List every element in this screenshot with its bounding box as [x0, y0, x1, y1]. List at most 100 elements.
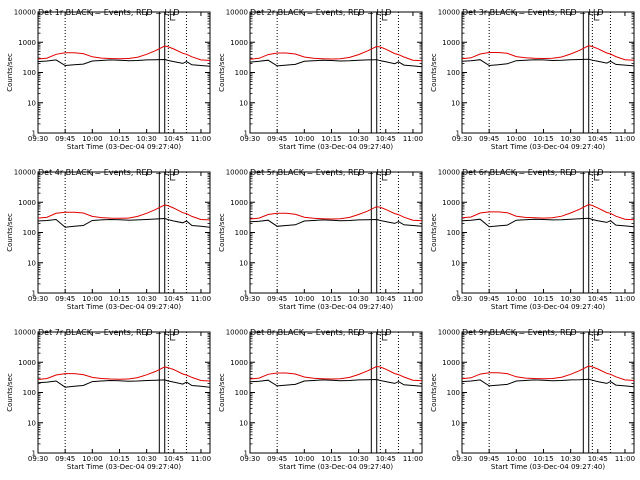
x-axis-label: Start Time (03-Dec-04 09:27:40) — [279, 303, 393, 311]
series-events-line — [249, 378, 423, 387]
y-tick-label: 1 — [456, 450, 460, 458]
y-tick-label: 100 — [235, 389, 248, 397]
x-tick-label: 10:00 — [294, 295, 314, 303]
x-tick-label: 10:15 — [533, 295, 553, 303]
panel-det-5: Det 5r BLACK = Events, RED = LLD 1 10 100 10… — [218, 168, 423, 311]
y-tick-label: 1000 — [18, 359, 36, 367]
x-tick-label: 11:00 — [615, 135, 635, 143]
bracket-marker — [381, 14, 388, 21]
x-tick-label: 10:30 — [349, 295, 369, 303]
bracket-marker — [593, 174, 600, 181]
y-tick-label: 1 — [32, 130, 36, 138]
bracket-marker — [593, 334, 600, 341]
x-tick-label: 10:15 — [321, 295, 341, 303]
x-tick-label: 09:45 — [479, 295, 499, 303]
x-tick-label: 10:30 — [561, 135, 581, 143]
series-events-line — [249, 218, 423, 227]
x-tick-label: 11:00 — [403, 295, 423, 303]
y-tick-label: 10000 — [438, 329, 460, 337]
x-tick-label: 10:30 — [137, 295, 157, 303]
x-axis-label: Start Time (03-Dec-04 09:27:40) — [279, 463, 393, 471]
y-axis-label: Counts/sec — [430, 213, 438, 252]
y-tick-label: 1000 — [18, 39, 36, 47]
y-tick-label: 1000 — [230, 359, 248, 367]
x-tick-label: 10:00 — [506, 455, 526, 463]
x-tick-label: 10:15 — [109, 455, 129, 463]
x-tick-label: 10:00 — [82, 135, 102, 143]
x-axis-label: Start Time (03-Dec-04 09:27:40) — [279, 143, 393, 151]
x-tick-label: 10:15 — [533, 455, 553, 463]
chart-title: Det 1r BLACK = Events, RED = LLD — [38, 8, 180, 17]
bracket-marker — [169, 334, 176, 341]
x-tick-label: 10:45 — [376, 295, 396, 303]
x-tick-label: 10:15 — [321, 455, 341, 463]
series-lld-line — [461, 45, 635, 61]
y-tick-label: 10000 — [226, 169, 248, 177]
y-axis-label: Counts/sec — [430, 373, 438, 412]
y-tick-label: 1 — [244, 450, 248, 458]
x-tick-label: 09:30 — [28, 135, 48, 143]
series-events-line — [461, 58, 635, 67]
x-tick-label: 09:45 — [267, 295, 287, 303]
chart-title: Det 3r BLACK = Events, RED = LLD — [462, 8, 604, 17]
plot-frame — [461, 171, 635, 294]
y-tick-label: 10 — [451, 419, 460, 427]
y-tick-label: 1000 — [442, 39, 460, 47]
x-tick-label: 11:00 — [403, 135, 423, 143]
plot-frame — [249, 171, 423, 294]
x-tick-label: 11:00 — [615, 295, 635, 303]
y-tick-label: 100 — [235, 69, 248, 77]
chart-title: Det 5r BLACK = Events, RED = LLD — [250, 168, 392, 177]
x-tick-label: 10:45 — [588, 295, 608, 303]
x-tick-label: 10:30 — [137, 135, 157, 143]
x-tick-label: 10:45 — [376, 135, 396, 143]
y-tick-label: 100 — [23, 69, 36, 77]
y-axis-label: Counts/sec — [6, 53, 14, 92]
x-tick-label: 09:30 — [240, 295, 260, 303]
y-tick-label: 10 — [451, 99, 460, 107]
plot-frame — [37, 171, 211, 294]
x-tick-label: 09:45 — [267, 135, 287, 143]
series-lld-line — [37, 45, 211, 61]
plot-frame — [249, 11, 423, 134]
y-tick-label: 1000 — [18, 199, 36, 207]
series-events-line — [461, 378, 635, 388]
y-tick-label: 10 — [239, 419, 248, 427]
plot-frame — [249, 331, 423, 454]
series-lld-line — [461, 365, 635, 381]
y-axis-label: Counts/sec — [218, 213, 226, 252]
chart-title: Det 2r BLACK = Events, RED = LLD — [250, 8, 392, 17]
x-tick-label: 09:45 — [55, 295, 75, 303]
y-tick-label: 1000 — [442, 359, 460, 367]
chart-title: Det 7r BLACK = Events, RED = LLD — [38, 328, 180, 337]
y-tick-label: 1 — [244, 130, 248, 138]
x-tick-label: 10:30 — [349, 455, 369, 463]
x-tick-label: 10:45 — [588, 455, 608, 463]
y-axis-label: Counts/sec — [218, 373, 226, 412]
x-tick-label: 09:30 — [452, 135, 472, 143]
x-tick-label: 09:45 — [55, 455, 75, 463]
y-tick-label: 1 — [244, 290, 248, 298]
chart-title: Det 8r BLACK = Events, RED = LLD — [250, 328, 392, 337]
y-tick-label: 1000 — [442, 199, 460, 207]
y-tick-label: 10000 — [14, 9, 36, 17]
bracket-marker — [381, 174, 388, 181]
plot-frame — [37, 11, 211, 134]
y-tick-label: 10 — [27, 419, 36, 427]
chart-title: Det 6r BLACK = Events, RED = LLD — [462, 168, 604, 177]
series-lld-line — [461, 203, 635, 221]
y-tick-label: 10 — [27, 99, 36, 107]
x-tick-label: 10:00 — [82, 295, 102, 303]
chart-title: Det 9r BLACK = Events, RED = LLD — [462, 328, 604, 337]
x-tick-label: 09:30 — [28, 295, 48, 303]
series-lld-line — [249, 206, 423, 222]
x-tick-label: 11:00 — [191, 135, 211, 143]
y-tick-label: 100 — [23, 229, 36, 237]
x-tick-label: 10:30 — [561, 455, 581, 463]
plot-frame — [461, 11, 635, 134]
y-tick-label: 100 — [447, 229, 460, 237]
x-axis-label: Start Time (03-Dec-04 09:27:40) — [491, 303, 605, 311]
panel-det-8: Det 8r BLACK = Events, RED = LLD 1 10 100 10… — [218, 328, 423, 471]
bracket-marker — [169, 174, 176, 181]
